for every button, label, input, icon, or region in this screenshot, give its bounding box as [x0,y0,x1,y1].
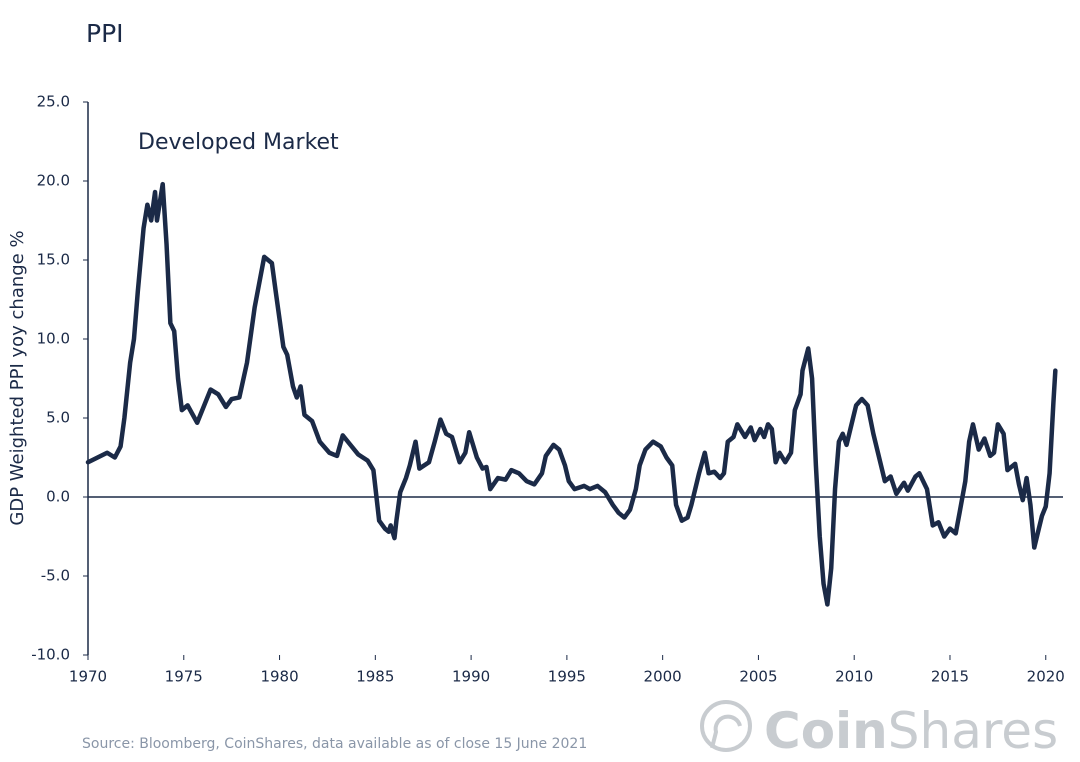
chart-title: PPI [86,19,124,48]
y-tick-label: 25.0 [37,93,70,111]
x-tick-label: 2000 [644,668,682,686]
x-tick-label: 2010 [835,668,873,686]
y-axis-label: GDP Weighted PPI yoy change % [7,230,28,525]
y-tick-label: 0.0 [46,488,70,506]
y-tick-label: 15.0 [37,251,70,269]
source-note: Source: Bloomberg, CoinShares, data avai… [82,736,587,752]
y-tick-label: 20.0 [37,172,70,190]
logo-icon [700,700,752,752]
x-tick-label: 1975 [165,668,203,686]
y-tick-label: 5.0 [46,409,70,427]
x-tick-label: 2005 [739,668,777,686]
y-tick-label: -10.0 [31,646,70,664]
logo: CoinShares [764,702,1058,760]
x-tick-label: 1985 [356,668,394,686]
x-tick-label: 2015 [931,668,969,686]
x-tick-label: 1990 [452,668,490,686]
x-tick-label: 1970 [69,668,107,686]
annotation: Developed Market [138,130,339,155]
x-tick-label: 2020 [1027,668,1065,686]
series-line [85,181,1058,607]
y-tick-label: 10.0 [37,330,70,348]
x-tick-label: 1980 [260,668,298,686]
x-tick-label: 1995 [548,668,586,686]
logo-light: Shares [888,702,1058,760]
y-tick-label: -5.0 [41,567,70,585]
logo-bold: Coin [764,702,888,760]
